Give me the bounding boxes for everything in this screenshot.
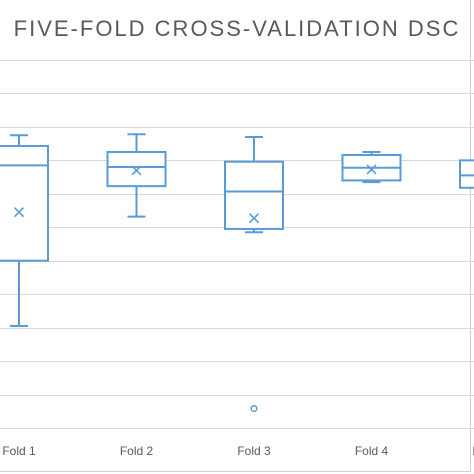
box-2 xyxy=(106,133,167,218)
x-tick-label: Fold 1 xyxy=(2,444,36,458)
box-body xyxy=(459,159,474,189)
x-tick-label: Fold 4 xyxy=(355,444,389,458)
mean-marker xyxy=(13,207,25,218)
chart-title: FIVE-FOLD CROSS-VALIDATION DSC xyxy=(13,16,461,41)
x-tick-label: Fold 2 xyxy=(120,444,154,458)
x-tick-label: Fold 3 xyxy=(237,444,271,458)
mean-marker xyxy=(248,213,260,224)
mean-marker xyxy=(131,165,142,176)
box-3 xyxy=(224,135,284,413)
box-body xyxy=(0,144,49,262)
box-5 xyxy=(459,159,474,189)
gridlines xyxy=(0,60,474,429)
box-1 xyxy=(0,134,49,327)
box-series xyxy=(0,133,474,413)
x-tick-label: Fold 5 xyxy=(472,444,474,458)
x-tick-labels: Fold 1 Fold 2 Fold 3 Fold 4 Fold 5 xyxy=(2,444,474,458)
mean-marker xyxy=(366,164,377,175)
outlier-point xyxy=(250,405,258,413)
box-body xyxy=(106,151,167,188)
box-4 xyxy=(341,151,402,184)
